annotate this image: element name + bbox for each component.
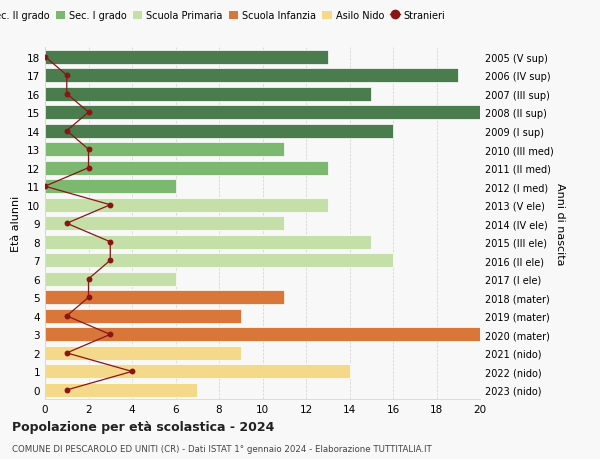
Bar [45,50,328,64]
Point [62,313,71,320]
Point [62,72,71,79]
Bar [45,272,176,286]
Point [106,239,115,246]
Point [84,294,94,302]
Point [62,91,71,98]
Bar [45,88,371,101]
Point [40,54,50,61]
Point [62,349,71,357]
Bar [45,309,241,323]
Point [62,386,71,394]
Point [84,109,94,117]
Bar [45,328,480,341]
Bar [45,124,393,138]
Point [106,257,115,264]
Point [84,146,94,153]
Bar [45,143,284,157]
Bar [45,180,176,194]
Bar [45,217,284,231]
Point [106,331,115,338]
Bar [45,69,458,83]
Bar [45,198,328,212]
Point [62,128,71,135]
Point [62,220,71,227]
Point [84,275,94,283]
Bar [45,383,197,397]
Text: COMUNE DI PESCAROLO ED UNITI (CR) - Dati ISTAT 1° gennaio 2024 - Elaborazione TU: COMUNE DI PESCAROLO ED UNITI (CR) - Dati… [12,444,432,453]
Bar [45,346,241,360]
Bar [45,162,328,175]
Legend: Sec. II grado, Sec. I grado, Scuola Primaria, Scuola Infanzia, Asilo Nido, Stran: Sec. II grado, Sec. I grado, Scuola Prim… [0,11,445,21]
Bar [45,106,480,120]
Bar [45,291,284,305]
Point [40,183,50,190]
Bar [45,254,393,268]
Text: Popolazione per età scolastica - 2024: Popolazione per età scolastica - 2024 [12,420,274,433]
Bar [45,365,349,379]
Point [106,202,115,209]
Y-axis label: Età alunni: Età alunni [11,196,22,252]
Point [84,165,94,172]
Point [127,368,137,375]
Bar [45,235,371,249]
Y-axis label: Anni di nascita: Anni di nascita [555,183,565,265]
